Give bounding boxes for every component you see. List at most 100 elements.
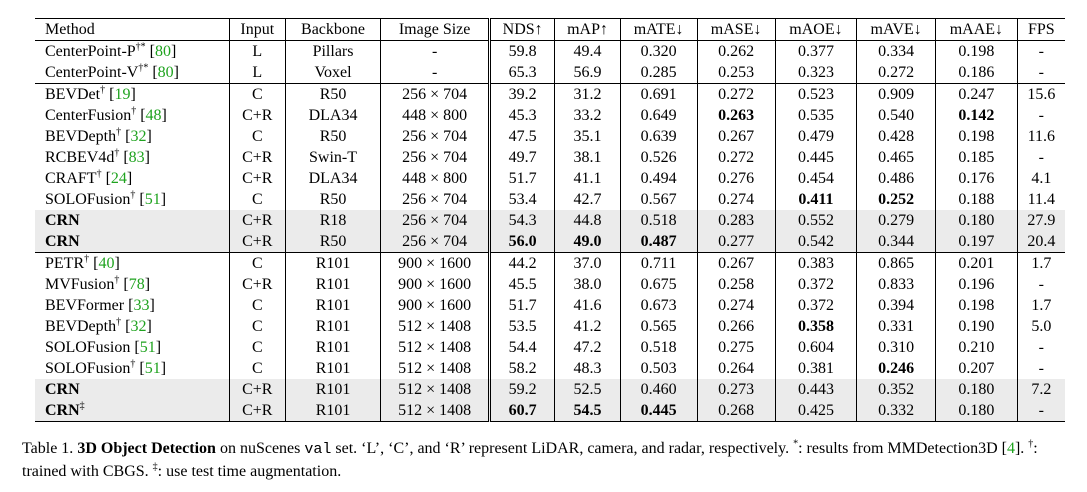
value-cell: 41.1 (554, 168, 621, 189)
method-cell: CenterPoint-V†* [80] (45, 62, 179, 81)
table-row: CRAFT† [24] C+R DLA34 448 × 800 51.7 41.1 0.49… (35, 168, 1065, 189)
column-header: mAVE↓ (856, 18, 936, 41)
method-note-mark: † (96, 168, 102, 180)
caption-sup-dagger: † (1028, 438, 1034, 450)
value-cell: 0.180 (935, 210, 1018, 231)
value-cell: 49.7 (487, 147, 555, 168)
value-cell: 0.332 (856, 400, 936, 422)
value-cell: 0.372 (774, 274, 857, 295)
value-cell: 0.283 (696, 210, 776, 231)
method-cell: PETR† [40] (45, 253, 120, 272)
value-cell: 0.197 (935, 231, 1018, 253)
method-name: CRN (45, 232, 80, 250)
value-cell: 52.5 (554, 379, 621, 400)
method-note-mark: † (116, 316, 122, 328)
value-cell: 0.285 (619, 62, 698, 84)
citation-link[interactable]: 48 (145, 106, 162, 124)
value-cell: 0.344 (856, 231, 936, 253)
table-row: SOLOFusion† [51] C R50 256 × 704 53.4 42.7 0.5… (35, 189, 1065, 210)
caption-ref[interactable]: 4 (1006, 440, 1015, 457)
citation-link[interactable]: 40 (98, 254, 115, 272)
value-cell: 42.7 (554, 189, 621, 210)
value-cell: 0.465 (856, 147, 936, 168)
value-cell: 0.276 (696, 168, 776, 189)
caption-text-4: ]. (1014, 440, 1029, 457)
value-cell: 0.691 (619, 83, 698, 105)
value-cell: 900 × 1600 (380, 295, 490, 316)
table-row-ours: CRN C+R R18 256 × 704 54.3 44.8 0.518 0.283 0.55… (35, 210, 1065, 231)
citation-link[interactable]: 32 (130, 127, 147, 145)
method-name: CRN (45, 211, 80, 229)
column-header: NDS↑ (487, 18, 555, 41)
value-cell: R101 (284, 337, 381, 358)
value-cell: Pillars (284, 40, 381, 62)
value-cell: 15.6 (1016, 83, 1065, 105)
value-cell: 0.266 (696, 316, 776, 337)
table-body: CenterPoint-P†* [80] L Pillars -59.8 49.4 0.3… (35, 40, 1065, 422)
column-header: Backbone (284, 18, 381, 41)
value-cell: 256 × 704 (380, 231, 490, 253)
value-cell: 256 × 704 (380, 126, 490, 147)
table-row: SOLOFusion† [51] C R101 512 × 1408 58.2 48.3 0… (35, 358, 1065, 379)
value-cell: C+R (228, 168, 286, 189)
value-cell: C+R (228, 274, 286, 295)
method-cell: RCBEV4d† [83] (45, 147, 150, 166)
value-cell: 54.4 (487, 337, 555, 358)
value-cell: 54.5 (554, 400, 621, 422)
citation-link[interactable]: 51 (144, 359, 161, 377)
citation-link[interactable]: 32 (130, 317, 147, 335)
caption-code: val (304, 441, 332, 458)
value-cell: 0.180 (935, 379, 1018, 400)
value-cell: 0.275 (696, 337, 776, 358)
value-cell: 0.494 (619, 168, 698, 189)
table-row: RCBEV4d† [83] C+R Swin-T 256 × 704 49.7 38.1 0… (35, 147, 1065, 168)
table-row: PETR† [40] C R101 900 × 1600 44.2 37.0 0.711 0.… (35, 252, 1065, 274)
value-cell: 512 × 1408 (380, 400, 490, 422)
citation-link[interactable]: 51 (144, 190, 161, 208)
value-cell: C (228, 189, 286, 210)
value-cell: 0.264 (696, 358, 776, 379)
value-cell: 0.334 (856, 40, 936, 62)
value-cell: 0.372 (774, 295, 857, 316)
citation-link[interactable]: 83 (128, 148, 145, 166)
value-cell: 0.377 (774, 40, 857, 62)
value-cell: 27.9 (1016, 210, 1065, 231)
value-cell: 0.142 (935, 105, 1018, 126)
citation-link[interactable]: 51 (139, 338, 156, 356)
value-cell: 0.639 (619, 126, 698, 147)
method-name: BEVFormer (45, 296, 125, 314)
value-cell: 1.7 (1016, 252, 1065, 274)
table-row-ours: CRN C+R R101 512 × 1408 59.2 52.5 0.460 0.273 0.… (35, 379, 1065, 400)
value-cell: 0.267 (696, 126, 776, 147)
value-cell: 0.262 (696, 40, 776, 62)
citation-link[interactable]: 33 (133, 296, 150, 314)
value-cell: - (1016, 40, 1065, 62)
table-row: SOLOFusion [51] C R101 512 × 1408 54.4 47.2 0.… (35, 337, 1065, 358)
column-header: FPS (1016, 18, 1065, 41)
value-cell: 33.2 (554, 105, 621, 126)
value-cell: 0.274 (696, 295, 776, 316)
results-table: Method Input Backbone Image Size NDS↑ mAP↑ mAT… (35, 18, 1065, 422)
method-cell: BEVDepth† [32] (45, 126, 152, 145)
column-header: Method (45, 20, 95, 38)
value-cell: 0.542 (774, 231, 857, 253)
value-cell: 48.3 (554, 358, 621, 379)
table-row: BEVFormer [33] C R101 900 × 1600 51.7 41.6 0.6… (35, 295, 1065, 316)
table-row: BEVDet† [19] C R50 256 × 704 39.2 31.2 0.691 0.… (35, 83, 1065, 105)
citation-link[interactable]: 78 (128, 275, 145, 293)
citation-link[interactable]: 19 (114, 85, 131, 103)
value-cell: 0.267 (696, 252, 776, 274)
table-row-ours: CRN‡ C+R R101 512 × 1408 60.7 54.5 0.445 0.268 0… (35, 400, 1065, 422)
value-cell: 44.8 (554, 210, 621, 231)
method-cell: SOLOFusion [51] (45, 338, 162, 356)
value-cell: 0.198 (935, 126, 1018, 147)
table-caption: Table 1. 3D Object Detection on nuScenes… (22, 438, 1072, 483)
citation-link[interactable]: 80 (157, 63, 174, 81)
value-cell: - (380, 62, 490, 84)
value-cell: 0.865 (856, 252, 936, 274)
value-cell: C (228, 83, 286, 105)
value-cell: 11.6 (1016, 126, 1065, 147)
citation-link[interactable]: 24 (110, 169, 127, 187)
caption-text-2: set. ‘L’, ‘C’, and ‘R’ represent LiDAR, … (331, 440, 794, 457)
citation-link[interactable]: 80 (155, 42, 171, 60)
